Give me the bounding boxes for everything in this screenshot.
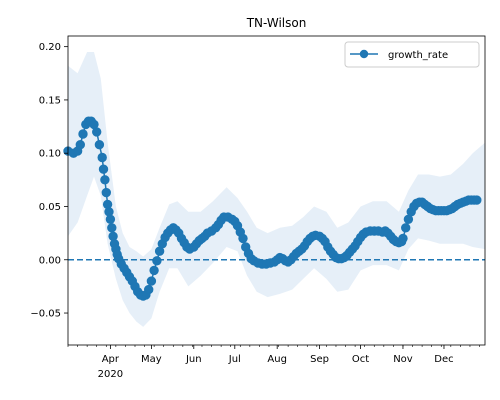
x-tick-label: Dec bbox=[434, 354, 453, 365]
x-axis: Apr 2020 May Jun Jul Aug Sep Oct Nov Dec bbox=[67, 345, 480, 380]
x-tick-label: Aug bbox=[267, 354, 287, 365]
data-point bbox=[146, 276, 157, 286]
x-year-label: 2020 bbox=[98, 369, 123, 380]
legend-box bbox=[344, 41, 480, 68]
series-points-layer bbox=[63, 116, 482, 301]
data-point bbox=[152, 256, 162, 266]
x-tick-label: May bbox=[141, 354, 162, 365]
data-point bbox=[108, 231, 118, 242]
x-tick-label: Apr bbox=[102, 354, 120, 365]
confidence-band bbox=[68, 52, 485, 327]
data-point bbox=[149, 265, 159, 276]
y-tick-label: 0.15 bbox=[39, 95, 61, 106]
y-tick-label: −0.05 bbox=[30, 309, 61, 320]
data-point bbox=[105, 214, 116, 225]
x-tick-label: Sep bbox=[310, 354, 329, 365]
x-tick-label: Jul bbox=[228, 354, 241, 365]
x-tick-label: Oct bbox=[352, 354, 369, 365]
y-tick-label: 0.05 bbox=[39, 202, 61, 213]
legend-entry-growth-rate: growth_rate bbox=[388, 50, 448, 61]
data-point bbox=[92, 127, 102, 137]
x-tick-label: Jun bbox=[185, 354, 202, 365]
data-point bbox=[472, 195, 482, 205]
y-tick-label: 0.20 bbox=[39, 42, 61, 53]
y-tick-label: 0.00 bbox=[39, 255, 61, 266]
x-tick-label: Nov bbox=[393, 354, 413, 365]
data-point bbox=[401, 223, 411, 233]
data-point bbox=[107, 223, 117, 233]
data-point bbox=[238, 233, 248, 244]
data-point bbox=[78, 129, 88, 139]
data-point bbox=[100, 175, 110, 185]
legend-marker bbox=[359, 49, 369, 59]
confidence-band-layer bbox=[68, 52, 485, 327]
data-point bbox=[104, 207, 114, 217]
data-point bbox=[97, 152, 107, 163]
data-point bbox=[101, 187, 112, 198]
data-point bbox=[398, 233, 408, 244]
data-point bbox=[75, 140, 86, 150]
data-point bbox=[144, 284, 154, 295]
y-tick-label: 0.10 bbox=[39, 149, 61, 160]
chart-title: TN-Wilson bbox=[246, 16, 307, 30]
data-point bbox=[98, 164, 109, 174]
data-point bbox=[94, 140, 105, 150]
plot-frame bbox=[67, 35, 486, 346]
legend: growth_rate bbox=[344, 41, 480, 68]
y-axis: −0.05 0.00 0.05 0.10 0.15 0.20 bbox=[30, 42, 68, 320]
